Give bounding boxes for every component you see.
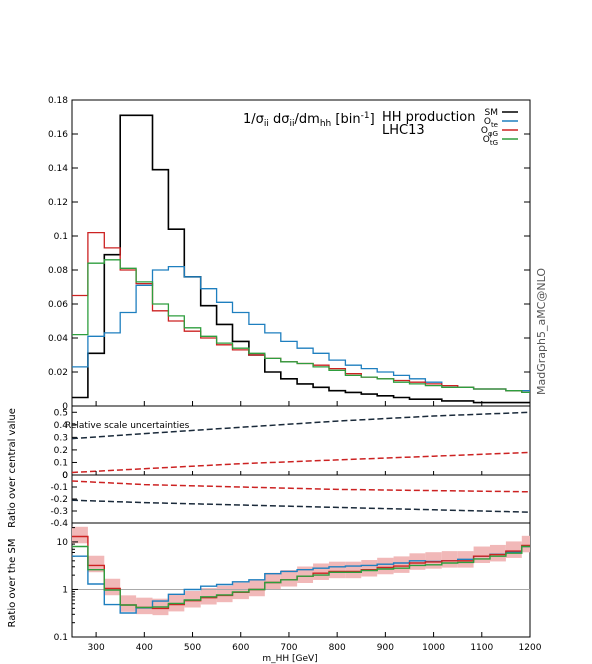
legend-label: OφG — [481, 126, 498, 138]
band-bin — [72, 526, 88, 544]
legend-label: Ote — [484, 117, 498, 129]
main-panel: 00.020.040.060.080.10.120.140.160.18SMOt… — [48, 96, 531, 412]
band-bin — [87, 555, 105, 573]
x-axis-label: m_HH [GeV] — [262, 654, 317, 664]
y-tick-label: 0.2 — [54, 446, 68, 456]
band-bin — [521, 535, 530, 553]
series-line-tG — [72, 259, 530, 394]
ratio-frame — [71, 522, 531, 638]
scale-lower-frame — [71, 474, 531, 524]
band-bin — [345, 561, 362, 579]
y-tick-label: -0.1 — [50, 483, 68, 493]
y-tick-label: 0.1 — [54, 633, 68, 643]
y-tick-label: 0.1 — [54, 458, 68, 468]
scale-uncertainty-panel: 00.10.20.30.40.50-0.1-0.2-0.3-0.4 — [50, 405, 531, 529]
y-tick-label: 0.12 — [48, 198, 68, 208]
band-bin — [393, 556, 410, 573]
band-bin — [489, 544, 506, 562]
band-bin — [441, 551, 458, 568]
band-bin — [136, 597, 153, 615]
band-bin — [264, 572, 281, 590]
scale-band-line — [71, 499, 531, 513]
y-tick-label: 0.1 — [54, 232, 68, 242]
legend-label: SM — [485, 108, 498, 118]
y-tick-label: 0.06 — [48, 300, 68, 310]
x-tick-label: 1000 — [422, 643, 445, 653]
band-bin — [361, 560, 378, 577]
y-tick-label: 0 — [62, 471, 68, 481]
y-tick-label: -0.4 — [50, 519, 68, 529]
band-bin — [120, 595, 137, 612]
ratio-uncertainty-band — [72, 526, 530, 616]
y-tick-label: 0 — [62, 471, 68, 481]
x-tick-label: 600 — [232, 643, 249, 653]
scale-upper-frame — [71, 405, 531, 476]
y-tick-label: 0.5 — [54, 408, 68, 418]
y-tick-label: -0.2 — [50, 495, 68, 505]
y-tick-label: 0.08 — [48, 266, 68, 276]
y-tick-label: 0.4 — [54, 421, 69, 431]
band-bin — [280, 570, 298, 587]
y-tick-label: 1 — [62, 585, 68, 595]
legend-label: OtG — [483, 135, 498, 147]
energy-label: LHC13 — [382, 123, 425, 138]
y-tick-label: 0.3 — [54, 433, 68, 443]
x-tick-label: 900 — [377, 643, 394, 653]
band-bin — [505, 541, 522, 558]
y-tick-label: 0.02 — [48, 368, 68, 378]
ratio-series-line — [72, 545, 530, 614]
band-bin — [104, 578, 121, 596]
x-tick-label: 300 — [88, 643, 105, 653]
band-bin — [184, 591, 201, 608]
y-tick-label: 0.16 — [48, 130, 68, 140]
scale-band-line — [71, 411, 531, 440]
band-bin — [377, 557, 394, 575]
scale-annotation: Relative scale uncertainties — [65, 421, 190, 431]
x-tick-label: 500 — [184, 643, 201, 653]
ratio-ylabel: Ratio over the SM — [7, 539, 18, 628]
x-tick-label: 700 — [280, 643, 297, 653]
scale-band-line — [71, 480, 531, 493]
band-bin — [216, 585, 233, 603]
band-bin — [297, 566, 314, 583]
band-bin — [232, 582, 249, 600]
ratio-series-line — [72, 545, 530, 609]
y-tick-label: 0.18 — [48, 96, 68, 106]
x-tick-label: 400 — [136, 643, 153, 653]
y-tick-label: 0.04 — [48, 334, 68, 344]
band-bin — [313, 563, 329, 580]
x-tick-label: 1100 — [470, 643, 493, 653]
band-bin — [425, 552, 442, 569]
y-tick-label: 0 — [62, 402, 68, 412]
series-line-te — [72, 265, 530, 392]
scale-ylabel: Ratio over central value — [7, 408, 18, 528]
main-title: 1/σii dσii/dmhh [bin-1] — [243, 111, 375, 129]
process-label: HH production — [382, 110, 476, 125]
series-line-φG — [72, 231, 530, 394]
ratio-panel: 0.1 1 10 300 400 500 600 700 800 900 1000 1100 1200 — [54, 401, 542, 653]
y-tick-label: -0.3 — [50, 507, 68, 517]
series-line-sm — [72, 114, 530, 404]
scale-band-line — [71, 451, 531, 474]
y-tick-label: 10 — [57, 538, 69, 548]
band-bin — [409, 553, 426, 570]
x-tick-label: 800 — [329, 643, 346, 653]
band-bin — [473, 546, 490, 564]
y-tick-label: 0.14 — [48, 164, 68, 174]
x-tick-label: 1200 — [519, 643, 542, 653]
band-bin — [248, 579, 265, 597]
main-frame — [71, 99, 531, 407]
generator-label: MadGraph5_aMC@NLO — [535, 268, 548, 395]
band-bin — [328, 561, 346, 579]
